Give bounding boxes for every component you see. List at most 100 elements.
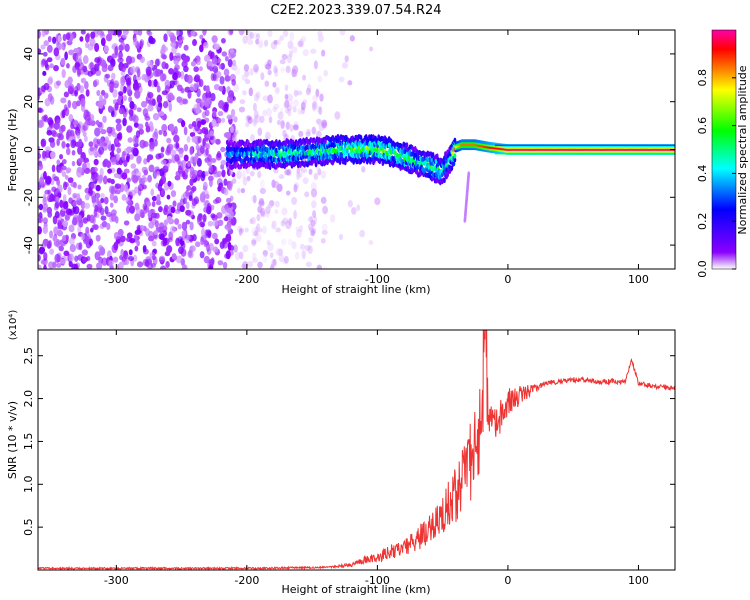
noise-cell xyxy=(204,171,209,177)
noise-cell xyxy=(45,175,52,185)
ridge-cell xyxy=(431,152,435,158)
noise-cell xyxy=(146,30,152,36)
noise-cell xyxy=(120,248,125,258)
noise-cell xyxy=(222,261,228,269)
noise-cell xyxy=(347,80,353,86)
noise-cell xyxy=(156,94,163,104)
noise-cell xyxy=(69,244,76,253)
noise-cell xyxy=(293,89,299,97)
noise-cell xyxy=(344,55,349,63)
noise-cell xyxy=(305,131,311,137)
noise-cell xyxy=(65,32,71,41)
noise-cell xyxy=(79,85,85,94)
streak-cell xyxy=(463,218,467,223)
noise-cell xyxy=(121,66,126,73)
noise-cell xyxy=(116,133,121,140)
noise-cell xyxy=(264,131,271,140)
noise-cell xyxy=(90,182,97,189)
noise-cell xyxy=(76,193,81,201)
noise-cell xyxy=(72,216,78,226)
noise-cell xyxy=(111,209,117,216)
noise-cell xyxy=(223,216,229,222)
noise-cell xyxy=(187,160,191,168)
noise-cell xyxy=(284,93,289,100)
noise-cell xyxy=(207,220,213,227)
noise-cell xyxy=(42,226,49,234)
noise-cell xyxy=(274,200,280,208)
noise-cell xyxy=(134,213,141,222)
noise-cell xyxy=(211,165,218,175)
noise-cell xyxy=(82,217,88,224)
noise-cell xyxy=(244,78,251,85)
noise-cell xyxy=(151,240,157,247)
noise-cell xyxy=(273,40,278,45)
noise-cell xyxy=(142,248,149,255)
ridge-cell xyxy=(452,161,456,167)
noise-cell xyxy=(57,166,63,174)
noise-cell xyxy=(215,138,221,145)
noise-cell xyxy=(211,35,218,43)
noise-cell xyxy=(168,67,174,75)
noise-cell xyxy=(151,195,158,202)
noise-cell xyxy=(54,211,60,219)
noise-cell xyxy=(280,238,287,246)
noise-cell xyxy=(215,152,222,161)
noise-cell xyxy=(153,78,158,88)
noise-cell xyxy=(183,44,189,51)
noise-cell xyxy=(111,244,118,254)
noise-cell xyxy=(136,155,142,165)
noise-cell xyxy=(207,60,213,67)
noise-cell xyxy=(302,177,309,185)
noise-cell xyxy=(143,158,148,165)
noise-cell xyxy=(322,266,328,269)
noise-cell xyxy=(221,51,228,57)
noise-cell xyxy=(166,194,171,200)
noise-cell xyxy=(67,186,72,196)
noise-cell xyxy=(124,43,130,53)
noise-cell xyxy=(217,260,224,266)
noise-cell xyxy=(349,35,355,42)
noise-cell xyxy=(96,138,101,144)
noise-cell xyxy=(163,237,170,246)
noise-cell xyxy=(137,123,144,130)
noise-cell xyxy=(85,89,90,97)
noise-cell xyxy=(71,160,76,167)
ridge-cell xyxy=(369,134,373,140)
noise-cell xyxy=(97,30,103,36)
noise-cell xyxy=(160,159,167,165)
noise-cell xyxy=(103,196,109,205)
noise-cell xyxy=(273,103,280,110)
noise-cell xyxy=(299,225,304,233)
noise-cell xyxy=(110,143,115,153)
noise-cell xyxy=(284,84,289,91)
noise-cell xyxy=(182,191,190,200)
noise-cell xyxy=(171,253,177,260)
noise-cell xyxy=(141,174,146,183)
noise-cell xyxy=(189,132,196,138)
noise-cell xyxy=(293,68,298,78)
noise-cell xyxy=(68,224,75,233)
noise-cell xyxy=(131,146,137,155)
noise-cell xyxy=(91,166,98,173)
noise-cell xyxy=(223,204,230,210)
noise-cell xyxy=(54,200,60,209)
noise-cell xyxy=(275,86,280,93)
noise-cell xyxy=(291,46,298,54)
noise-cell xyxy=(304,245,311,252)
noise-cell xyxy=(259,187,267,195)
noise-cell xyxy=(160,45,167,54)
noise-cell xyxy=(264,206,270,213)
noise-cell xyxy=(294,251,300,260)
noise-cell xyxy=(238,30,245,36)
noise-cell xyxy=(121,31,128,38)
noise-cell xyxy=(249,170,255,177)
noise-cell xyxy=(62,33,67,42)
noise-cell xyxy=(160,146,165,153)
noise-cell xyxy=(238,228,243,236)
noise-cell xyxy=(316,130,322,139)
noise-cell xyxy=(249,31,254,40)
noise-cell xyxy=(259,115,265,124)
noise-cell xyxy=(347,199,353,208)
noise-cell xyxy=(175,255,183,264)
ridge-cell xyxy=(336,133,340,140)
